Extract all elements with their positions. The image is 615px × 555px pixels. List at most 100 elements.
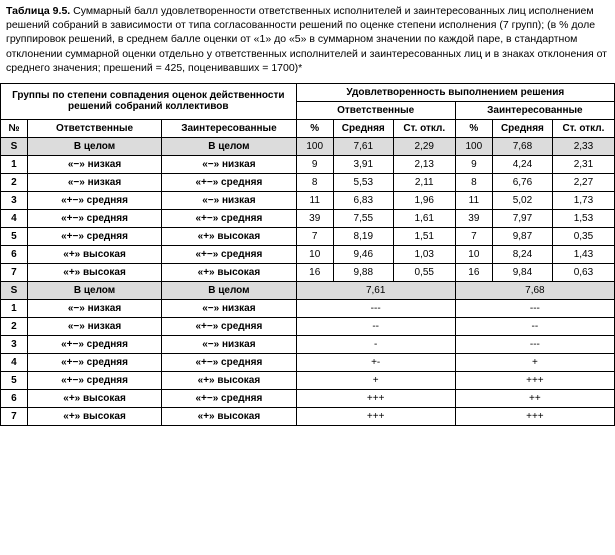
table-body: SВ целомВ целом1007,612,291007,682,331«−… (1, 137, 615, 425)
hdr-resp: Ответственные (296, 101, 455, 119)
resp-mean: 7,61 (333, 137, 393, 155)
table-row: 3«+−» средняя«−» низкая116,831,96115,021… (1, 191, 615, 209)
group-stake: В целом (162, 281, 296, 299)
stake-mean: 9,87 (492, 227, 552, 245)
stake-sd: 2,27 (552, 173, 614, 191)
stake-sd: 0,63 (552, 263, 614, 281)
stake-mean: 8,24 (492, 245, 552, 263)
group-stake: «+−» средняя (162, 317, 296, 335)
group-resp: «+» высокая (27, 263, 161, 281)
group-stake: «+−» средняя (162, 209, 296, 227)
group-stake: «−» низкая (162, 299, 296, 317)
resp-sd: 1,61 (393, 209, 455, 227)
table-row: 4«+−» средняя«+−» средняя+-+ (1, 353, 615, 371)
stake-pct: 8 (455, 173, 492, 191)
resp-sign: +- (296, 353, 455, 371)
table-row: 5«+−» средняя«+» высокая++++ (1, 371, 615, 389)
stake-sd: 1,53 (552, 209, 614, 227)
row-no: 3 (1, 191, 28, 209)
stake-pct: 11 (455, 191, 492, 209)
stake-pct: 100 (455, 137, 492, 155)
stake-mean: 6,76 (492, 173, 552, 191)
stake-sign: ++ (455, 389, 614, 407)
stake-sign: --- (455, 335, 614, 353)
resp-mean: 9,46 (333, 245, 393, 263)
group-stake: «+» высокая (162, 227, 296, 245)
resp-sd: 1,51 (393, 227, 455, 245)
group-resp: «+» высокая (27, 245, 161, 263)
resp-sign: +++ (296, 407, 455, 425)
hdr-r-pct: % (296, 119, 333, 137)
group-stake: «+» высокая (162, 263, 296, 281)
table-row: 1«−» низкая«−» низкая------ (1, 299, 615, 317)
resp-sign: + (296, 371, 455, 389)
stake-mean: 7,68 (492, 137, 552, 155)
table-row: 7«+» высокая«+» высокая++++++ (1, 407, 615, 425)
table-row: 4«+−» средняя«+−» средняя397,551,61397,9… (1, 209, 615, 227)
resp-sign: - (296, 335, 455, 353)
stake-sd: 2,31 (552, 155, 614, 173)
group-resp: «+» высокая (27, 389, 161, 407)
row-no: 1 (1, 155, 28, 173)
hdr-s-pct: % (455, 119, 492, 137)
resp-pct: 8 (296, 173, 333, 191)
resp-sign: --- (296, 299, 455, 317)
resp-mean: 8,19 (333, 227, 393, 245)
group-resp: «+−» средняя (27, 227, 161, 245)
row-no: 6 (1, 245, 28, 263)
group-stake: «+−» средняя (162, 245, 296, 263)
row-no: 2 (1, 173, 28, 191)
group-resp: «−» низкая (27, 155, 161, 173)
resp-sign: -- (296, 317, 455, 335)
stake-mean: 9,84 (492, 263, 552, 281)
row-no: 1 (1, 299, 28, 317)
table-row: 2«−» низкая«+−» средняя85,532,1186,762,2… (1, 173, 615, 191)
row-no: 5 (1, 371, 28, 389)
resp-sd: 2,29 (393, 137, 455, 155)
table-row: 2«−» низкая«+−» средняя---- (1, 317, 615, 335)
stake-mean: 4,24 (492, 155, 552, 173)
group-resp: «+» высокая (27, 407, 161, 425)
resp-mean: 9,88 (333, 263, 393, 281)
group-resp: «−» низкая (27, 299, 161, 317)
resp-sd: 1,03 (393, 245, 455, 263)
stake-sd: 0,35 (552, 227, 614, 245)
resp-sd: 1,96 (393, 191, 455, 209)
stake-sign: +++ (455, 407, 614, 425)
table-row: SВ целомВ целом7,617,68 (1, 281, 615, 299)
hdr-g1: Ответственные (27, 119, 161, 137)
hdr-r-mean: Средняя (333, 119, 393, 137)
caption-label: Таблица 9.5. (6, 5, 70, 17)
table-caption: Таблица 9.5. Суммарный балл удовлетворен… (0, 0, 615, 83)
stake-pct: 16 (455, 263, 492, 281)
group-resp: «−» низкая (27, 317, 161, 335)
stake-sign: 7,68 (455, 281, 614, 299)
group-resp: «+−» средняя (27, 209, 161, 227)
group-stake: «+» высокая (162, 407, 296, 425)
group-stake: В целом (162, 137, 296, 155)
row-no: S (1, 281, 28, 299)
table-row: 5«+−» средняя«+» высокая78,191,5179,870,… (1, 227, 615, 245)
table-row: SВ целомВ целом1007,612,291007,682,33 (1, 137, 615, 155)
group-resp: «−» низкая (27, 173, 161, 191)
group-stake: «+−» средняя (162, 353, 296, 371)
row-no: 7 (1, 407, 28, 425)
hdr-s-sd: Ст. откл. (552, 119, 614, 137)
row-no: 3 (1, 335, 28, 353)
table-row: 7«+» высокая«+» высокая169,880,55169,840… (1, 263, 615, 281)
stake-sd: 2,33 (552, 137, 614, 155)
group-resp: «+−» средняя (27, 335, 161, 353)
row-no: 4 (1, 353, 28, 371)
stake-sign: + (455, 353, 614, 371)
table-row: 6«+» высокая«+−» средняя109,461,03108,24… (1, 245, 615, 263)
group-resp: «+−» средняя (27, 371, 161, 389)
group-resp: В целом (27, 137, 161, 155)
group-resp: «+−» средняя (27, 191, 161, 209)
stake-pct: 9 (455, 155, 492, 173)
resp-pct: 100 (296, 137, 333, 155)
row-no: 2 (1, 317, 28, 335)
resp-sign: 7,61 (296, 281, 455, 299)
row-no: 6 (1, 389, 28, 407)
table-row: 6«+» высокая«+−» средняя+++++ (1, 389, 615, 407)
row-no: 5 (1, 227, 28, 245)
